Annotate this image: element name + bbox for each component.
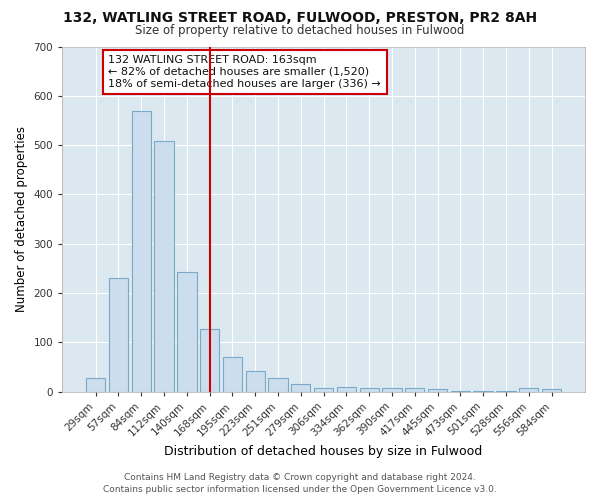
Bar bbox=[337, 386, 356, 392]
Bar bbox=[200, 328, 220, 392]
Text: Size of property relative to detached houses in Fulwood: Size of property relative to detached ho… bbox=[136, 24, 464, 37]
Bar bbox=[154, 141, 174, 392]
Bar bbox=[314, 388, 333, 392]
Text: Contains HM Land Registry data © Crown copyright and database right 2024.
Contai: Contains HM Land Registry data © Crown c… bbox=[103, 473, 497, 494]
Y-axis label: Number of detached properties: Number of detached properties bbox=[15, 126, 28, 312]
Bar bbox=[177, 272, 197, 392]
Bar bbox=[428, 389, 447, 392]
Text: 132 WATLING STREET ROAD: 163sqm
← 82% of detached houses are smaller (1,520)
18%: 132 WATLING STREET ROAD: 163sqm ← 82% of… bbox=[108, 56, 381, 88]
Bar bbox=[405, 388, 424, 392]
Bar bbox=[109, 278, 128, 392]
Bar bbox=[131, 110, 151, 392]
Bar bbox=[223, 357, 242, 392]
Bar bbox=[542, 389, 561, 392]
Bar bbox=[382, 388, 401, 392]
Bar bbox=[86, 378, 106, 392]
Bar bbox=[268, 378, 288, 392]
X-axis label: Distribution of detached houses by size in Fulwood: Distribution of detached houses by size … bbox=[164, 444, 483, 458]
Text: 132, WATLING STREET ROAD, FULWOOD, PRESTON, PR2 8AH: 132, WATLING STREET ROAD, FULWOOD, PREST… bbox=[63, 11, 537, 25]
Bar bbox=[245, 371, 265, 392]
Bar bbox=[519, 388, 538, 392]
Bar bbox=[291, 384, 310, 392]
Bar bbox=[359, 388, 379, 392]
